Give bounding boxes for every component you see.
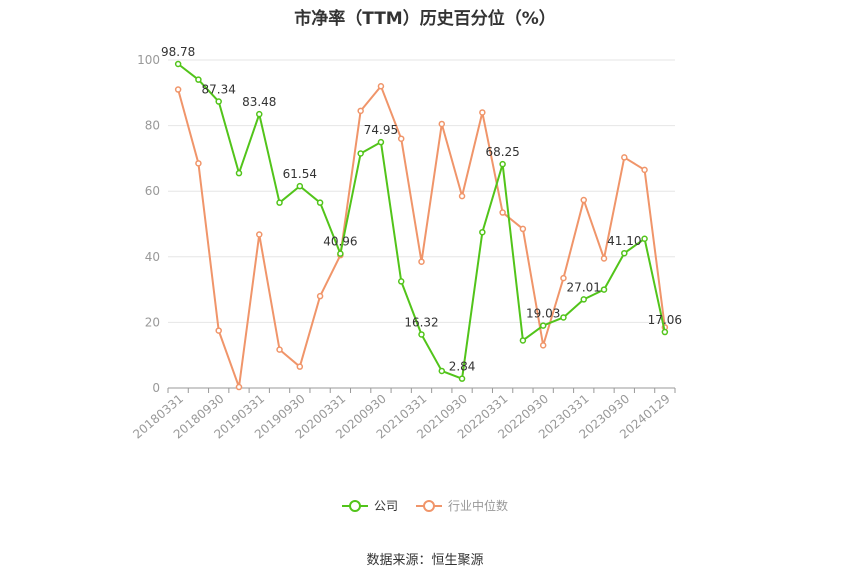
data-label: 61.54 <box>283 167 317 181</box>
data-point <box>174 86 182 93</box>
data-point <box>621 249 628 257</box>
data-label: 17.06 <box>648 313 682 327</box>
data-point <box>357 150 364 157</box>
data-label: 83.48 <box>242 95 276 109</box>
data-point <box>519 337 527 344</box>
data-point <box>357 107 364 115</box>
data-point <box>499 160 506 168</box>
data-point <box>418 258 425 265</box>
data-point <box>316 199 324 206</box>
legend-marker-industry-median <box>416 499 442 512</box>
data-point <box>661 328 669 336</box>
data-point <box>479 228 486 236</box>
data-point <box>235 169 243 177</box>
data-label: 16.32 <box>404 315 438 329</box>
series-industry-median <box>174 82 669 391</box>
legend-item-company[interactable]: 公司 <box>341 497 398 514</box>
data-point <box>276 199 283 206</box>
data-label: 2.84 <box>449 360 476 374</box>
data-label: 68.25 <box>485 145 519 159</box>
data-point <box>195 160 202 167</box>
data-point <box>458 192 466 200</box>
data-point <box>539 342 547 349</box>
data-point <box>377 82 385 90</box>
legend-marker-company <box>341 499 368 512</box>
y-tick-label: 100 <box>137 53 160 67</box>
data-label: 98.78 <box>161 45 195 59</box>
y-tick-label: 0 <box>152 381 160 395</box>
data-label: 27.01 <box>567 280 601 294</box>
data-point <box>174 60 182 68</box>
data-label: 87.34 <box>202 83 236 97</box>
series-line <box>177 85 666 389</box>
data-point <box>215 327 222 334</box>
legend-item-industry-median[interactable]: 行业中位数 <box>416 497 508 514</box>
data-point <box>397 278 405 285</box>
data-point <box>397 135 405 142</box>
data-point <box>580 196 587 204</box>
data-point <box>438 120 446 128</box>
y-tick-label: 40 <box>145 250 160 264</box>
data-point <box>539 322 547 329</box>
data-point <box>458 375 466 382</box>
data-point <box>641 235 648 243</box>
data-point <box>276 346 283 353</box>
data-point <box>337 250 344 257</box>
data-label: 19.03 <box>526 307 560 321</box>
data-point <box>195 76 202 83</box>
series-company: 98.78 87.34 83.48 61.54 40.96 74.95 16.32 2.84 6… <box>161 45 682 382</box>
data-point <box>296 182 304 190</box>
data-point <box>438 367 446 375</box>
data-point <box>641 166 648 174</box>
y-tick-label: 80 <box>145 119 160 133</box>
data-point <box>377 138 385 146</box>
data-point <box>418 331 425 338</box>
data-point <box>560 274 567 282</box>
chart-title: 市净率（TTM）历史百分位（%） <box>294 9 556 29</box>
data-point <box>519 225 527 233</box>
data-label: 74.95 <box>364 123 398 137</box>
y-tick-label: 60 <box>145 184 160 198</box>
data-point <box>600 286 608 293</box>
data-point <box>256 231 263 238</box>
data-point <box>296 363 304 370</box>
data-point <box>580 296 587 303</box>
data-point <box>600 255 608 262</box>
data-point <box>316 292 324 300</box>
data-source: 数据来源：恒生聚源 <box>366 553 484 568</box>
data-point <box>479 109 486 116</box>
legend-label-company: 公司 <box>373 499 398 513</box>
data-point <box>215 98 222 105</box>
legend: 公司 行业中位数 <box>0 497 850 514</box>
data-point <box>235 383 243 391</box>
data-label: 41.10 <box>607 234 641 248</box>
data-point <box>256 110 263 118</box>
data-point <box>499 209 506 216</box>
data-point <box>621 154 628 161</box>
legend-label-industry-median: 行业中位数 <box>448 499 509 513</box>
y-tick-label: 20 <box>145 315 160 329</box>
data-point <box>560 314 567 321</box>
data-label: 40.96 <box>323 235 357 249</box>
